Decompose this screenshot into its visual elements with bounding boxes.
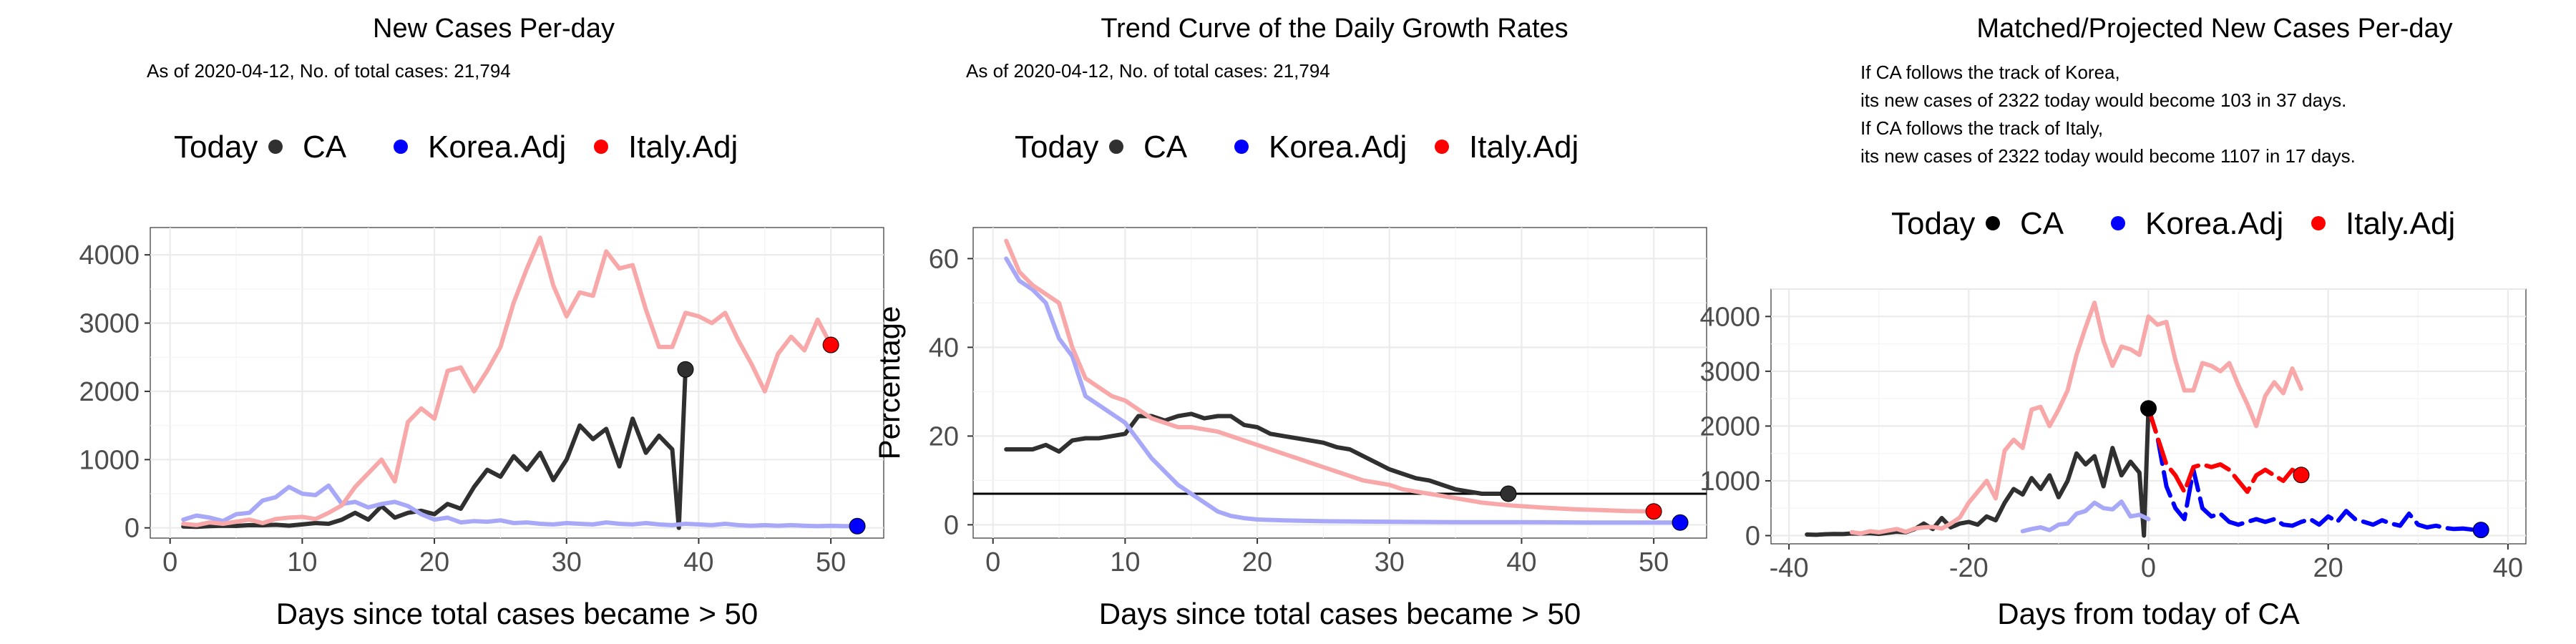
x-axis-label: Days since total cases became > 50: [276, 597, 758, 630]
legend-title: Today: [1891, 206, 1975, 241]
y-tick-label: 0: [944, 510, 959, 540]
series-line-italy-adj: [1850, 301, 2303, 536]
y-tick-label: 2000: [79, 377, 140, 407]
series-line-ca: [181, 367, 688, 530]
series-line-korea-projected: [2146, 406, 2484, 532]
y-tick-label: 60: [929, 244, 959, 274]
x-tick-label: 40: [1506, 547, 1536, 577]
today-point-ca: [677, 361, 694, 378]
x-tick-label: 30: [1375, 547, 1405, 577]
series-line-italy-adj: [181, 235, 834, 527]
projection-note-line: its new cases of 2322 today would become…: [1860, 145, 2356, 167]
x-tick-label: -20: [1949, 553, 1989, 583]
y-tick-label: 3000: [79, 309, 140, 339]
legend-marker-italy: [1435, 140, 1449, 154]
legend-marker-ca: [1986, 216, 2000, 230]
y-tick-label: 0: [1745, 522, 1760, 552]
series-line-korea-adj: [2020, 499, 2151, 534]
legend-label-korea: Korea.Adj: [1269, 130, 1407, 165]
legend-marker-ca: [268, 140, 283, 154]
series-line-italy-adj: [1004, 238, 1657, 514]
x-tick-label: 50: [816, 547, 846, 577]
chart-subtitle: As of 2020-04-12, No. of total cases: 21…: [147, 60, 511, 82]
y-tick-label: 3000: [1699, 357, 1760, 387]
today-point-ca: [1500, 485, 1517, 502]
legend: Today CA Korea.Adj Italy.Adj: [1891, 206, 2455, 241]
x-tick-label: -40: [1770, 553, 1809, 583]
series-line-italy-projected: [2146, 406, 2303, 494]
legend-marker-korea: [394, 140, 408, 154]
x-tick-label: 0: [2141, 553, 2156, 583]
x-tick-label: 0: [985, 547, 1000, 577]
legend-title: Today: [174, 130, 258, 165]
chart-subtitle: As of 2020-04-12, No. of total cases: 21…: [966, 60, 1330, 82]
x-tick-label: 0: [162, 547, 177, 577]
y-tick-label: 1000: [79, 445, 140, 475]
y-tick-label: 1000: [1699, 467, 1760, 497]
chart-panel-3: Matched/Projected New Cases Per-day If CA…: [1699, 14, 2527, 630]
y-tick-label: 40: [929, 333, 959, 363]
grid: [973, 228, 1707, 538]
legend-marker-korea: [2111, 216, 2125, 230]
y-tick-label: 4000: [79, 240, 140, 270]
plot-area: [150, 227, 884, 539]
y-tick-label: 0: [125, 514, 140, 544]
legend: Today CA Korea.Adj Italy.Adj: [1015, 130, 1579, 165]
grid: [1771, 288, 2526, 544]
x-tick-label: 40: [2493, 553, 2523, 583]
series-line-korea-adj: [1004, 256, 1683, 525]
legend-marker-italy: [594, 140, 608, 154]
legend-label-italy: Italy.Adj: [1469, 130, 1579, 165]
legend-title: Today: [1015, 130, 1098, 165]
chart-panel-1: New Cases Per-day As of 2020-04-12, No. o…: [79, 14, 884, 630]
legend-label-korea: Korea.Adj: [428, 130, 566, 165]
y-tick-label: 4000: [1699, 302, 1760, 332]
chart-title: Matched/Projected New Cases Per-day: [1976, 14, 2452, 44]
x-tick-label: 20: [2313, 553, 2343, 583]
legend-label-ca: CA: [2020, 206, 2064, 241]
chart-title: New Cases Per-day: [373, 14, 615, 44]
x-tick-label: 30: [552, 547, 582, 577]
today-point-italy-adj: [2293, 467, 2310, 484]
x-tick-label: 10: [1110, 547, 1140, 577]
legend-label-italy: Italy.Adj: [628, 130, 738, 165]
y-tick-label: 2000: [1699, 411, 1760, 441]
y-axis-label: Percentage: [872, 306, 906, 460]
today-point-italy-adj: [822, 336, 839, 353]
x-tick-label: 20: [419, 547, 449, 577]
x-axis-label: Days from today of CA: [1997, 597, 2299, 630]
y-tick-label: 20: [929, 421, 959, 452]
projection-note-line: its new cases of 2322 today would become…: [1860, 89, 2346, 111]
axes: 0 10 20 30 40 50 0 20 40 60: [929, 244, 1669, 577]
axes: 0 10 20 30 40 50 0 1000 2000 3000 4000: [79, 240, 846, 577]
series-line-korea-adj: [181, 483, 860, 529]
legend-label-ca: CA: [303, 130, 347, 165]
legend: Today CA Korea.Adj Italy.Adj: [174, 130, 738, 165]
legend-label-italy: Italy.Adj: [2346, 206, 2455, 241]
today-point-ca: [2140, 400, 2157, 417]
legend-label-korea: Korea.Adj: [2145, 206, 2283, 241]
x-axis-label: Days since total cases became > 50: [1099, 597, 1581, 630]
x-tick-label: 50: [1639, 547, 1669, 577]
today-point-korea-adj: [1672, 514, 1689, 531]
legend-marker-ca: [1109, 140, 1123, 154]
chart-panel-2: Trend Curve of the Daily Growth Rates As …: [872, 14, 1707, 630]
projection-note-line: If CA follows the track of Korea,: [1860, 62, 2120, 83]
axes: -40 -20 0 20 40 0 1000 2000 3000 4000: [1699, 302, 2523, 583]
projection-note-line: If CA follows the track of Italy,: [1860, 117, 2103, 139]
legend-marker-italy: [2311, 216, 2326, 230]
today-point-korea-adj: [2472, 522, 2489, 539]
x-tick-label: 40: [683, 547, 713, 577]
today-point-korea-adj: [849, 517, 866, 535]
x-tick-label: 10: [287, 547, 317, 577]
series-line-ca: [1004, 411, 1511, 496]
legend-marker-korea: [1234, 140, 1249, 154]
legend-label-ca: CA: [1143, 130, 1188, 165]
chart-title: Trend Curve of the Daily Growth Rates: [1101, 14, 1568, 44]
today-point-italy-adj: [1645, 503, 1662, 520]
x-tick-label: 20: [1242, 547, 1272, 577]
